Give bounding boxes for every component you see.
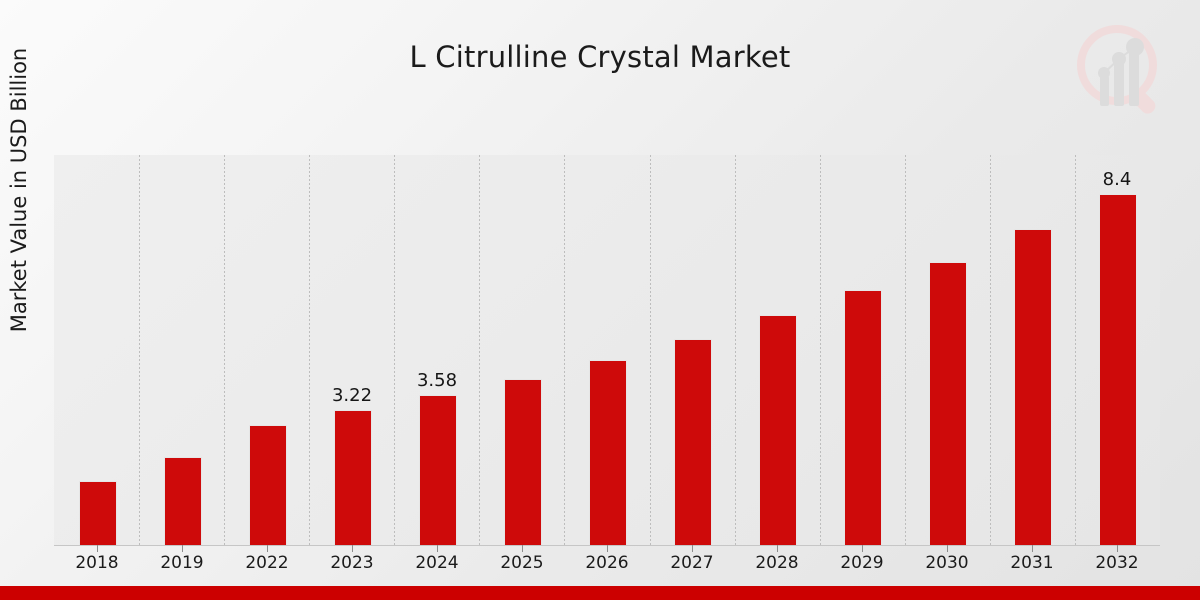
bar-2024[interactable] — [419, 395, 457, 545]
bar-2018[interactable] — [79, 481, 117, 545]
x-tick — [777, 545, 778, 552]
x-tick — [182, 545, 183, 552]
x-tick-label-2027: 2027 — [670, 553, 714, 573]
gridline — [224, 155, 225, 545]
x-tick — [437, 545, 438, 552]
bar-2032[interactable] — [1099, 194, 1137, 545]
gridline — [309, 155, 310, 545]
gridline — [820, 155, 821, 545]
gridline — [394, 155, 395, 545]
x-tick-label-2031: 2031 — [1010, 553, 1054, 573]
gridline — [735, 155, 736, 545]
bar-2028[interactable] — [759, 315, 797, 545]
x-tick — [267, 545, 268, 552]
gridline — [990, 155, 991, 545]
x-tick — [862, 545, 863, 552]
x-tick-label-2028: 2028 — [755, 553, 799, 573]
bar-2030[interactable] — [929, 262, 967, 545]
gridline — [139, 155, 140, 545]
bar-2031[interactable] — [1014, 229, 1052, 545]
bar-value-label-2032: 8.4 — [1102, 169, 1132, 190]
plot-area: 3.22 3.58 8.4 — [54, 155, 1160, 545]
x-tick-label-2023: 2023 — [330, 553, 374, 573]
x-tick-label-2022: 2022 — [245, 553, 289, 573]
bar-value-label-2024: 3.58 — [416, 370, 458, 391]
bar-value-label-2023: 3.22 — [331, 385, 373, 406]
gridline — [650, 155, 651, 545]
x-tick — [947, 545, 948, 552]
x-tick-label-2029: 2029 — [840, 553, 884, 573]
x-tick — [352, 545, 353, 552]
gridline — [905, 155, 906, 545]
x-tick-label-2024: 2024 — [415, 553, 459, 573]
x-tick-label-2032: 2032 — [1095, 553, 1139, 573]
y-axis-title: Market Value in USD Billion — [7, 47, 31, 333]
x-tick-label-2025: 2025 — [500, 553, 544, 573]
bar-2025[interactable] — [504, 379, 542, 545]
bar-2026[interactable] — [589, 360, 627, 545]
x-tick — [522, 545, 523, 552]
bar-2023[interactable] — [334, 410, 372, 545]
gridline — [479, 155, 480, 545]
x-tick-label-2019: 2019 — [160, 553, 204, 573]
x-tick — [692, 545, 693, 552]
x-tick-label-2030: 2030 — [925, 553, 969, 573]
gridline — [564, 155, 565, 545]
bar-2029[interactable] — [844, 290, 882, 545]
x-tick — [1117, 545, 1118, 552]
x-tick — [97, 545, 98, 552]
x-tick-label-2018: 2018 — [75, 553, 119, 573]
gridline — [1075, 155, 1076, 545]
x-tick-label-2026: 2026 — [585, 553, 629, 573]
bar-2027[interactable] — [674, 339, 712, 545]
footer-strip — [0, 586, 1200, 600]
bar-2022[interactable] — [249, 425, 287, 545]
x-tick — [607, 545, 608, 552]
page-title: L Citrulline Crystal Market — [409, 40, 791, 74]
x-tick — [1032, 545, 1033, 552]
bar-2019[interactable] — [164, 457, 202, 545]
